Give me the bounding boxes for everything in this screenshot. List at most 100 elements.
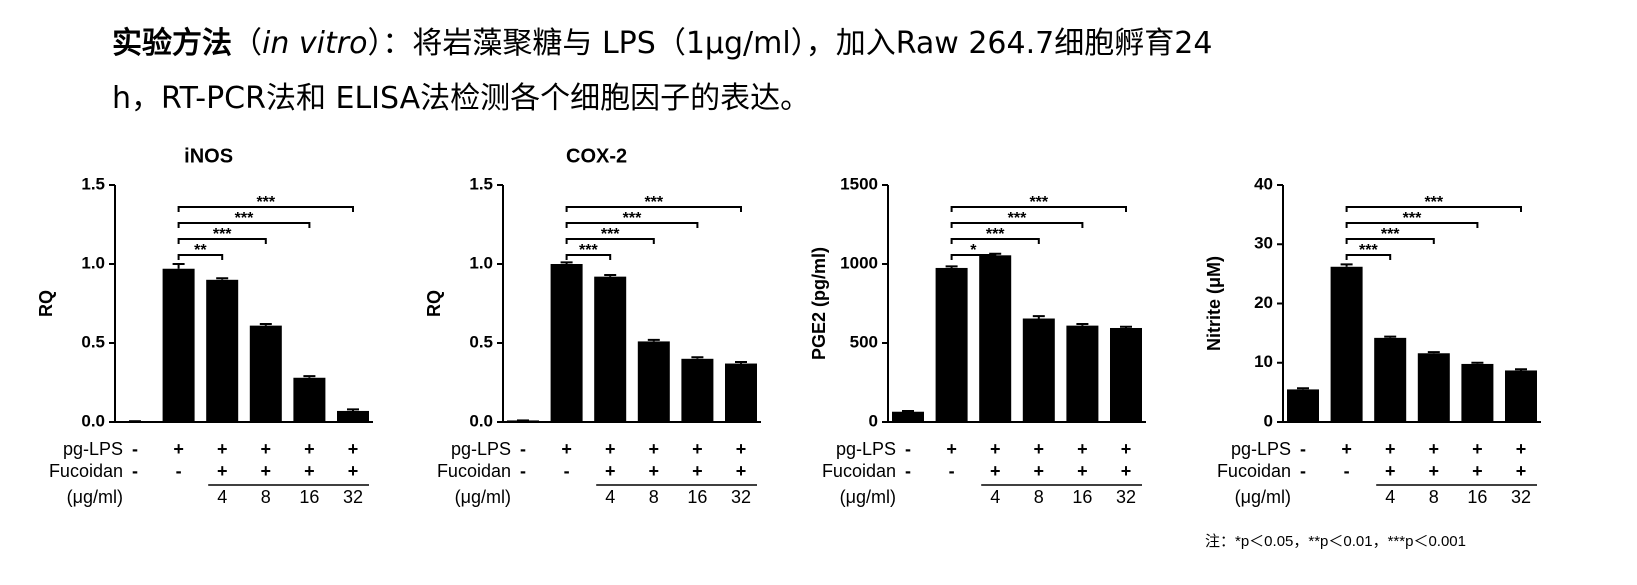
x-tick-label: 16 — [1467, 487, 1487, 507]
y-tick-label: 0 — [869, 411, 878, 430]
x-tick-label: 4 — [1385, 487, 1395, 507]
row-symbol: - — [132, 439, 138, 459]
y-tick-label: 1.5 — [469, 174, 493, 193]
row-symbol: + — [348, 439, 359, 459]
x-tick-label: 8 — [261, 487, 271, 507]
row-symbol: + — [649, 461, 660, 481]
bar — [1330, 266, 1363, 422]
significance-label: *** — [1029, 194, 1048, 211]
y-axis-label: RQ — [36, 290, 56, 317]
category-axis-label: (μg/ml) — [455, 487, 511, 507]
bar — [594, 276, 627, 422]
row-symbol: + — [1077, 439, 1088, 459]
significance-bracket — [1345, 222, 1479, 228]
row-label: Fucoidan — [49, 461, 123, 481]
significance-bracket — [1345, 238, 1435, 244]
y-tick-label: 1.0 — [81, 253, 105, 272]
row-symbol: + — [1385, 461, 1396, 481]
bar — [681, 358, 714, 422]
y-axis-label: RQ — [424, 290, 444, 317]
significance-label: ** — [194, 242, 207, 259]
significance-label: *** — [1424, 194, 1443, 211]
significance-label: *** — [213, 226, 232, 243]
row-symbol: + — [605, 439, 616, 459]
significance-label: *** — [986, 226, 1005, 243]
error-bar — [647, 338, 660, 342]
chart-title: COX-2 — [566, 145, 627, 167]
row-label: Fucoidan — [1217, 461, 1291, 481]
row-symbol: - — [905, 461, 911, 481]
heading-rest: ）：将岩藻聚糖与 LPS（1μg/ml），加入Raw 264.7细胞孵育24 — [367, 26, 1213, 61]
significance-bracket — [177, 206, 354, 212]
x-tick-label: 32 — [343, 487, 363, 507]
heading-line-2: h，RT-PCR法和 ELISA法检测各个细胞因子的表达。 — [112, 81, 811, 116]
row-symbol: + — [1516, 439, 1527, 459]
error-bar — [1076, 323, 1089, 326]
x-tick-label: 8 — [649, 487, 659, 507]
row-symbol: + — [304, 439, 315, 459]
heading-open: （ — [232, 26, 262, 61]
row-symbol: + — [946, 439, 957, 459]
x-tick-label: 32 — [1511, 487, 1531, 507]
significance-bracket — [565, 206, 742, 212]
significance-label: *** — [644, 194, 663, 211]
error-bar — [1340, 263, 1353, 267]
footnote: 注：*p＜0.05，**p＜0.01，***p＜0.001 — [1205, 533, 1466, 550]
row-symbol: - — [949, 461, 955, 481]
row-symbol: + — [649, 439, 660, 459]
y-tick-label: 0.0 — [81, 411, 105, 430]
row-symbol: - — [132, 461, 138, 481]
bar — [1110, 327, 1142, 422]
row-symbol: - — [1344, 461, 1350, 481]
bar — [1374, 337, 1407, 422]
heading-bold: 实验方法 — [112, 26, 232, 61]
category-axis-label: (μg/ml) — [840, 487, 896, 507]
row-symbol: + — [304, 461, 315, 481]
bar — [249, 325, 282, 422]
bar — [337, 410, 369, 422]
x-tick-label: 16 — [299, 487, 319, 507]
row-label: Fucoidan — [822, 461, 896, 481]
row-symbol: + — [1034, 461, 1045, 481]
significance-bracket — [177, 254, 224, 260]
significance-bracket — [565, 238, 655, 244]
error-bar — [172, 263, 185, 269]
error-bar — [902, 409, 914, 412]
row-symbol: - — [520, 461, 526, 481]
error-bar — [1384, 335, 1397, 338]
bar — [206, 279, 239, 422]
error-bar — [1120, 325, 1132, 328]
significance-bracket — [1345, 254, 1392, 260]
significance-bracket — [950, 254, 997, 260]
heading-line-1: 实验方法（in vitro）：将岩藻聚糖与 LPS（1μg/ml），加入Raw … — [112, 18, 1212, 62]
row-symbol: + — [605, 461, 616, 481]
row-symbol: + — [217, 439, 228, 459]
row-symbol: + — [1077, 461, 1088, 481]
error-bar — [1032, 315, 1045, 319]
x-tick-label: 32 — [731, 487, 751, 507]
y-axis-label: PGE2 (pg/ml) — [809, 247, 829, 360]
bar — [979, 255, 1012, 422]
row-symbol: + — [561, 439, 572, 459]
error-bar — [1297, 387, 1309, 390]
significance-bracket — [950, 238, 1040, 244]
row-symbol: + — [348, 461, 359, 481]
row-label: pg-LPS — [836, 439, 896, 459]
significance-bracket — [177, 238, 267, 244]
x-tick-label: 16 — [687, 487, 707, 507]
row-symbol: - — [1300, 461, 1306, 481]
bar — [1417, 353, 1450, 422]
row-symbol: + — [1429, 439, 1440, 459]
bar — [550, 264, 583, 422]
error-bar — [1427, 351, 1440, 354]
y-tick-label: 1000 — [840, 253, 878, 272]
category-axis-label: (μg/ml) — [67, 487, 123, 507]
row-symbol: + — [1429, 461, 1440, 481]
bar — [725, 363, 757, 422]
y-tick-label: 40 — [1254, 174, 1273, 193]
significance-bracket — [565, 254, 612, 260]
bar — [935, 267, 968, 422]
error-bar — [347, 408, 359, 411]
